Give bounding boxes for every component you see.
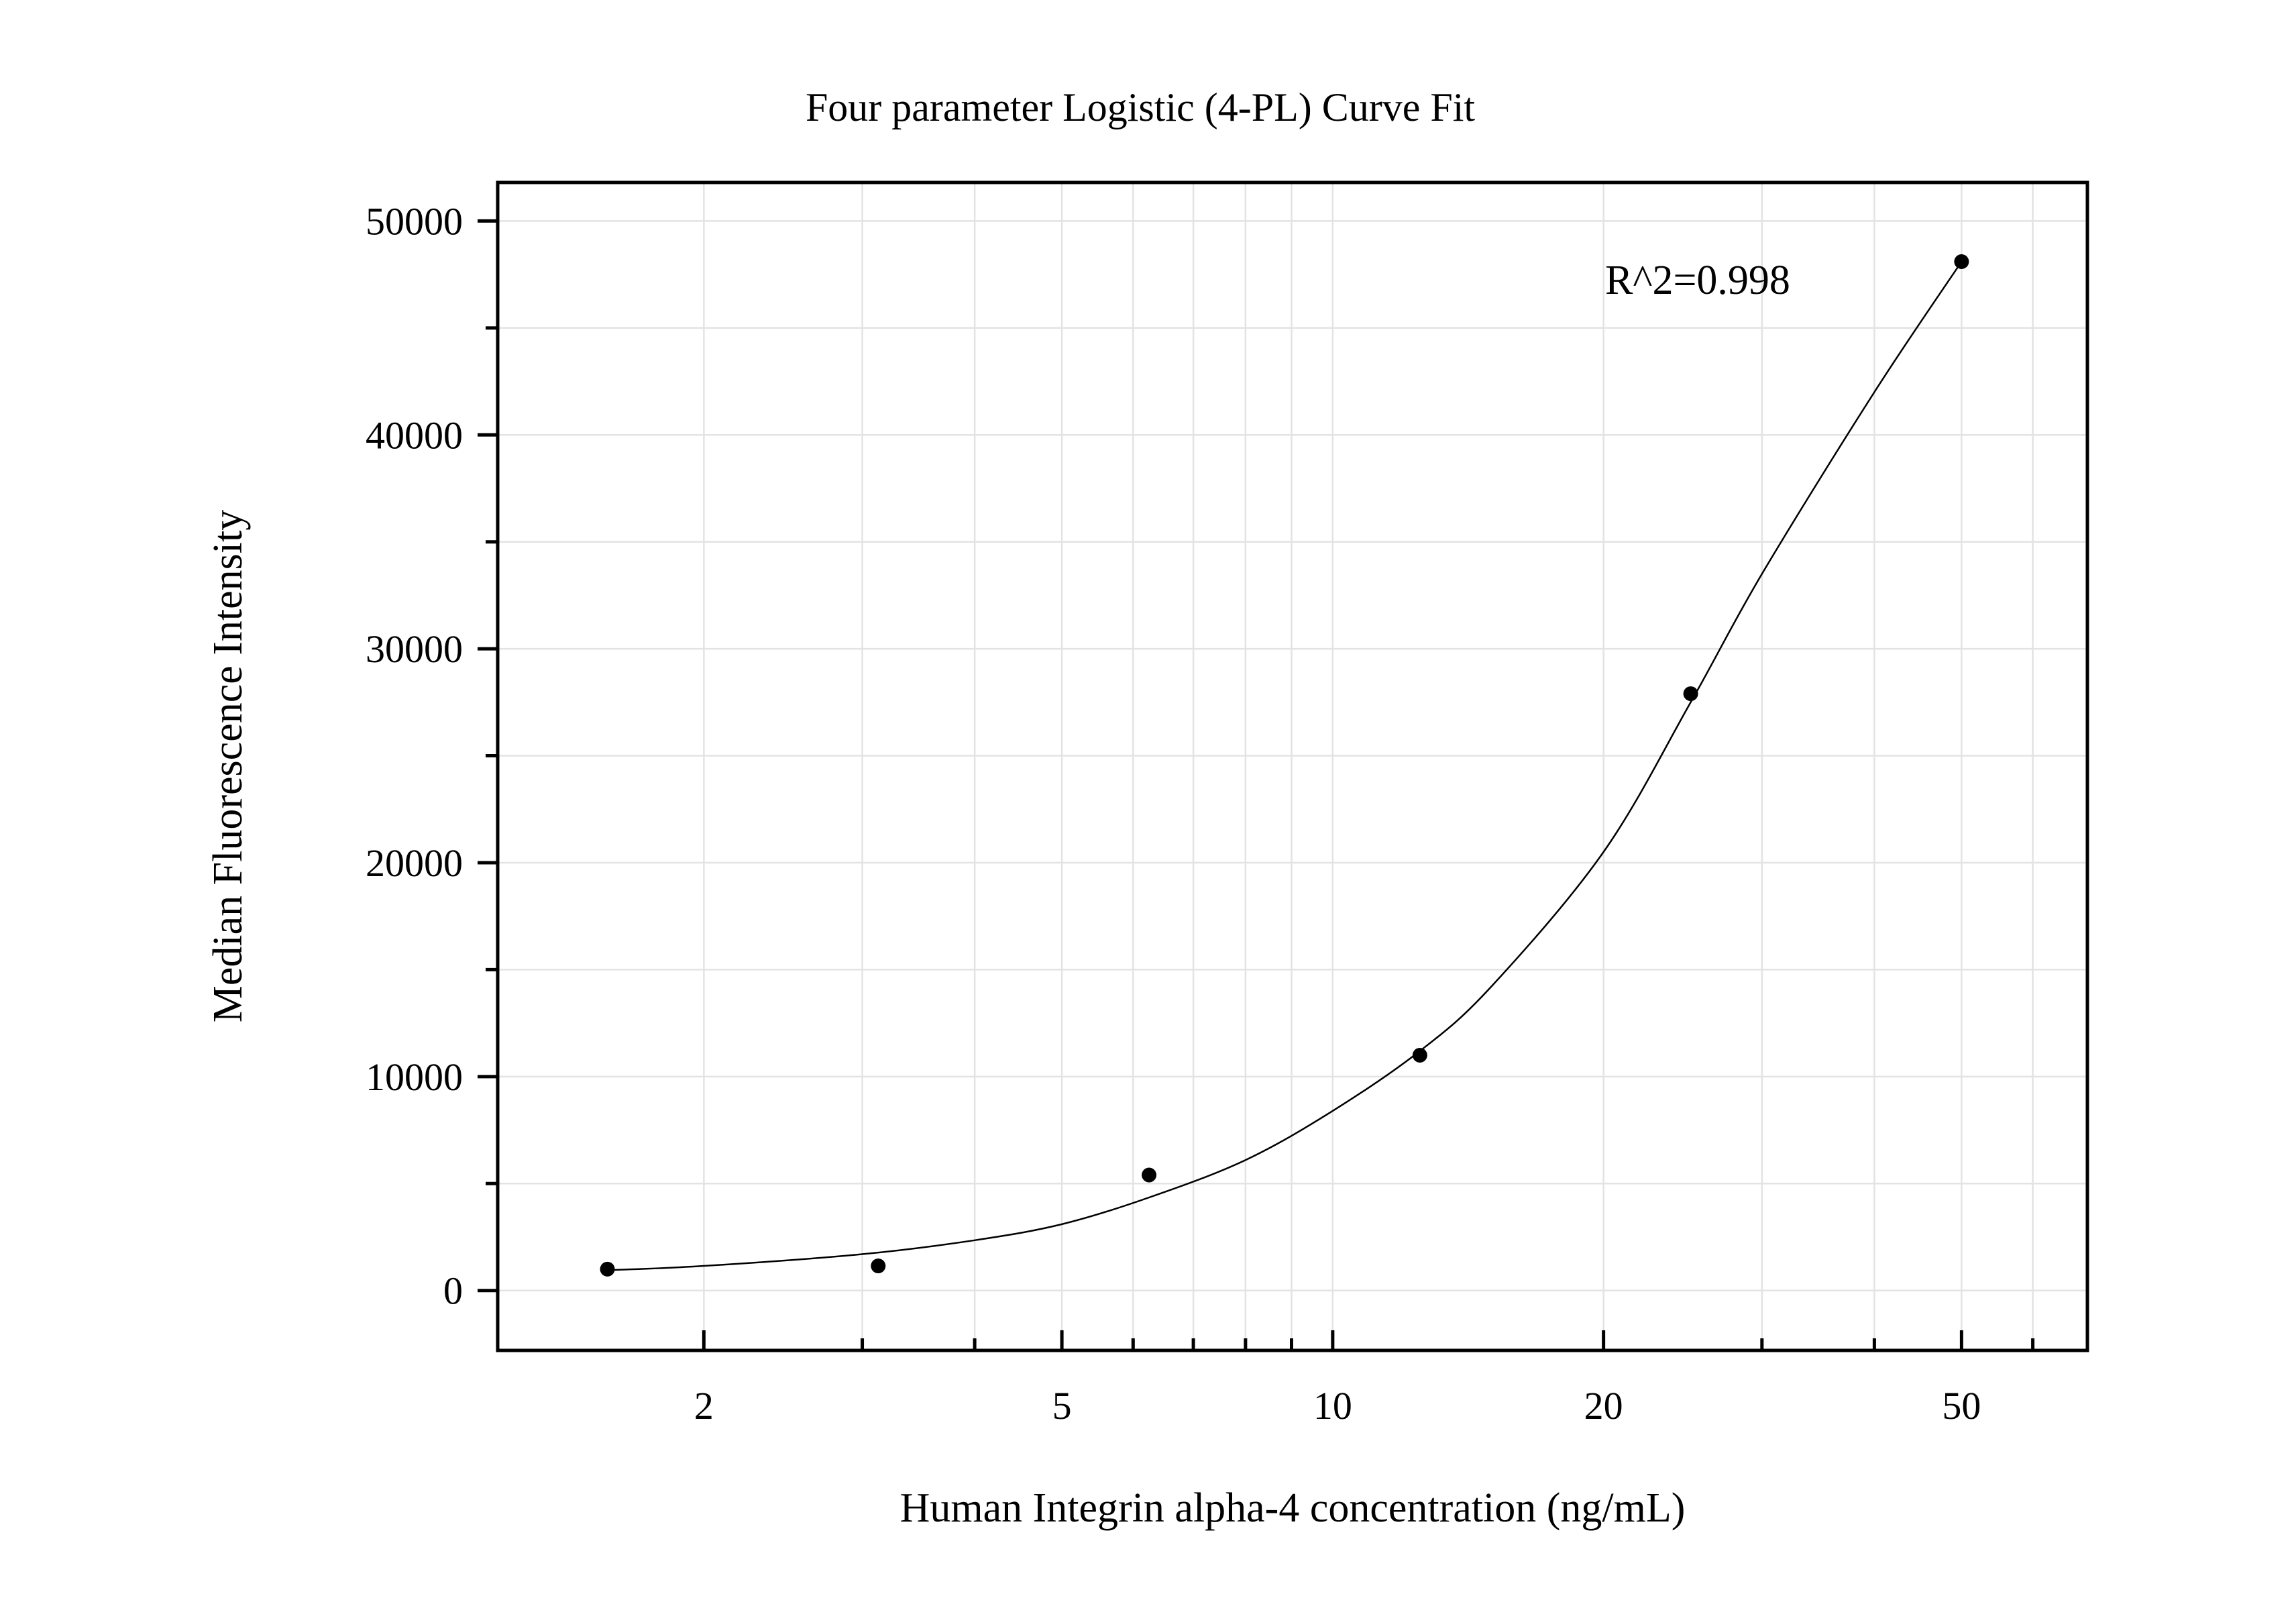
y-tick-label: 40000 bbox=[366, 413, 463, 457]
y-tick-label: 30000 bbox=[366, 627, 463, 671]
data-point bbox=[600, 1261, 615, 1277]
data-points bbox=[600, 254, 1969, 1277]
data-point bbox=[1954, 254, 1969, 269]
data-point bbox=[1683, 686, 1698, 702]
chart-title: Four parameter Logistic (4-PL) Curve Fit bbox=[806, 85, 1475, 129]
x-tick-label: 50 bbox=[1942, 1384, 1981, 1428]
axis-ticks bbox=[478, 219, 2035, 1350]
y-tick-label: 10000 bbox=[366, 1055, 463, 1099]
y-axis-label: Median Fluorescence Intensity bbox=[205, 510, 251, 1022]
grid-lines bbox=[498, 182, 2087, 1350]
data-point bbox=[871, 1259, 886, 1274]
x-tick-label: 5 bbox=[1052, 1384, 1072, 1428]
x-tick-label: 2 bbox=[694, 1384, 714, 1428]
plot-frame bbox=[496, 180, 2089, 1352]
data-point bbox=[1412, 1047, 1427, 1063]
fit-curve bbox=[607, 261, 1963, 1271]
x-axis-label: Human Integrin alpha-4 concentration (ng… bbox=[900, 1485, 1686, 1531]
y-tick-label: 20000 bbox=[366, 841, 463, 885]
r-squared-annotation: R^2=0.998 bbox=[1605, 258, 1790, 303]
x-tick-label: 10 bbox=[1313, 1384, 1352, 1428]
y-tick-label: 0 bbox=[443, 1269, 463, 1313]
data-point bbox=[1142, 1167, 1157, 1183]
y-tick-label: 50000 bbox=[366, 199, 463, 243]
tick-labels: 2 5 10 20 50 0 10000 20000 30000 40000 50000 bbox=[366, 199, 1981, 1428]
x-tick-label: 20 bbox=[1584, 1384, 1623, 1428]
